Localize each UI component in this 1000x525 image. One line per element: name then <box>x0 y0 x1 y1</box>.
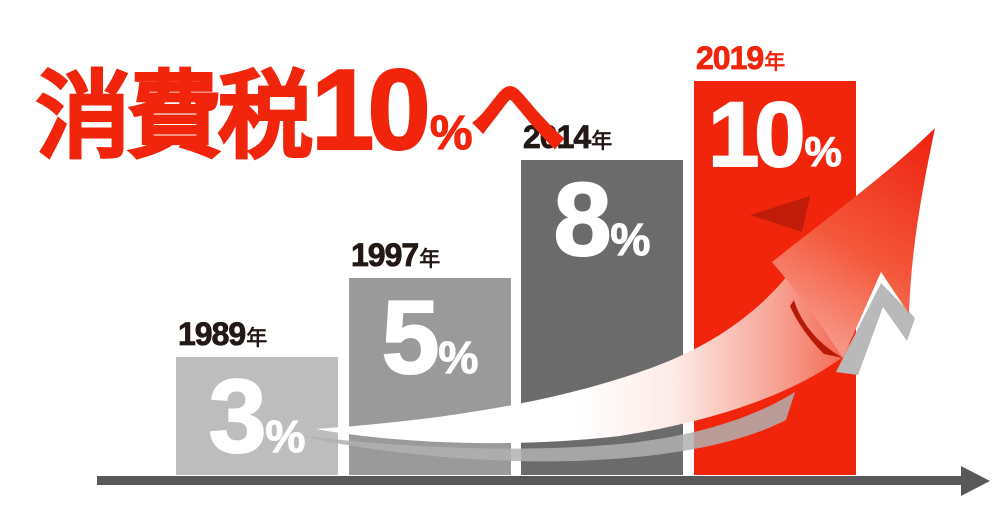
value-text: 10 <box>707 84 806 186</box>
title-percent-sign: % <box>429 107 473 161</box>
value-text: 5 <box>381 280 441 396</box>
year-text: 2014 <box>523 119 592 156</box>
percent-text: % <box>610 214 651 265</box>
value-text: 3 <box>208 359 268 475</box>
year-text: 2019 <box>696 40 765 77</box>
bar-value-2014: 8 % <box>521 162 683 278</box>
title-rate-number: 10 <box>310 46 432 175</box>
title-tax-label: 消費税 <box>35 63 314 171</box>
x-axis-line <box>97 476 963 485</box>
page-title: 消費税 10 % へ <box>35 40 567 177</box>
bar-2014: 2014 年 8 % <box>521 119 683 475</box>
percent-text: % <box>438 332 479 383</box>
bar-1997: 1997 年 5 % <box>349 237 511 475</box>
bar-value-2019: 10 % <box>694 84 856 186</box>
year-unit-text: 年 <box>764 51 786 74</box>
bar-value-1989: 3 % <box>176 359 338 475</box>
bar-2019: 2019 年 10 % <box>694 40 856 475</box>
year-label-1989: 1989 年 <box>178 316 268 353</box>
axis-arrow-icon <box>961 466 990 496</box>
value-text: 8 <box>553 162 613 278</box>
year-label-1997: 1997 年 <box>351 237 441 274</box>
year-label-2019: 2019 年 <box>696 40 786 77</box>
year-unit-text: 年 <box>591 130 613 153</box>
bar-1989: 1989 年 3 % <box>176 316 338 475</box>
bar-value-1997: 5 % <box>349 280 511 396</box>
year-label-2014: 2014 年 <box>523 119 613 156</box>
year-unit-text: 年 <box>246 327 268 350</box>
year-text: 1989 <box>178 316 247 353</box>
title-direction-suffix: へ <box>470 63 567 171</box>
year-text: 1997 <box>351 237 420 274</box>
percent-text: % <box>804 128 842 175</box>
percent-text: % <box>265 411 306 462</box>
year-unit-text: 年 <box>419 248 441 271</box>
